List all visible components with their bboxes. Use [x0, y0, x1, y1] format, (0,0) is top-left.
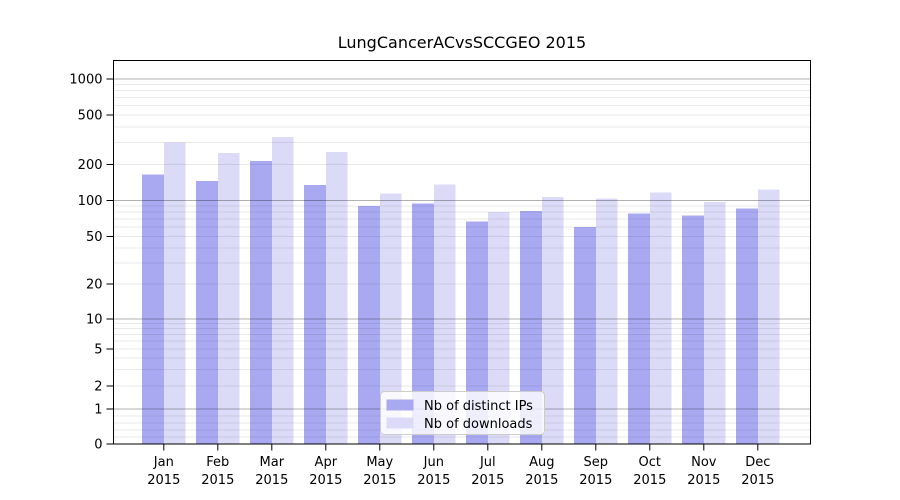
y-tick-label: 500	[78, 109, 103, 124]
y-tick-label: 200	[78, 158, 103, 173]
x-tick-label-month: Dec	[745, 455, 770, 470]
bar-downloads-jan	[163, 142, 186, 444]
bar-distinct-ips-jan	[142, 174, 164, 444]
bar-distinct-ips-sep	[574, 227, 596, 444]
y-tick-label: 50	[86, 230, 103, 245]
x-tick-label-month: Aug	[529, 455, 554, 470]
bars-group	[142, 136, 780, 445]
x-tick-label-month: Nov	[691, 455, 717, 470]
x-tick-label-year: 2015	[417, 473, 450, 488]
y-tick-label: 10	[86, 313, 103, 328]
bar-downloads-sep	[595, 198, 618, 444]
bar-downloads-apr	[325, 152, 348, 444]
gridlines-group	[113, 78, 811, 438]
x-tick-label-year: 2015	[525, 473, 558, 488]
bar-downloads-oct	[649, 192, 672, 444]
bar-downloads-may	[379, 193, 402, 444]
x-tick-label-month: Jul	[479, 455, 496, 470]
y-tick-label: 5	[94, 343, 102, 358]
bar-distinct-ips-oct	[628, 213, 650, 444]
bar-downloads-aug	[541, 197, 564, 444]
y-tick-label: 0	[94, 438, 102, 453]
plot-border	[113, 60, 811, 445]
legend-label-distinct-ips: Nb of distinct IPs	[424, 399, 533, 414]
x-tick-label-year: 2015	[255, 473, 288, 488]
bar-downloads-dec	[757, 189, 780, 444]
bar-distinct-ips-dec	[736, 208, 758, 444]
x-tick-label-year: 2015	[687, 473, 720, 488]
chart-title: LungCancerACvsSCCGEO 2015	[338, 33, 586, 52]
legend-box	[380, 391, 545, 435]
legend-swatch-distinct-ips	[386, 399, 414, 411]
bar-distinct-ips-mar	[250, 161, 272, 444]
x-axis: Jan 2015 Feb 2015 Mar 2015 Apr 2015 May 2015 Jun 20…	[147, 444, 774, 488]
legend: Nb of distinct IPs Nb of downloads	[380, 391, 545, 435]
x-tick-label-year: 2015	[471, 473, 504, 488]
x-tick-label-month: Mar	[260, 455, 285, 470]
bar-distinct-ips-jun	[412, 203, 434, 444]
x-tick-label-year: 2015	[201, 473, 234, 488]
x-tick-label-month: Feb	[206, 455, 229, 470]
bar-distinct-ips-jul	[466, 221, 488, 444]
x-tick-label-year: 2015	[147, 473, 180, 488]
x-tick-label-month: Oct	[639, 455, 661, 470]
legend-swatch-downloads	[386, 417, 414, 429]
y-tick-label: 2	[94, 380, 102, 395]
bar-distinct-ips-aug	[520, 210, 542, 444]
y-tick-label: 1	[94, 403, 102, 418]
x-tick-label-year: 2015	[741, 473, 774, 488]
bar-distinct-ips-apr	[304, 184, 326, 444]
bar-distinct-ips-nov	[682, 215, 704, 444]
bar-downloads-nov	[703, 202, 726, 444]
bar-distinct-ips-may	[358, 206, 380, 444]
x-tick-label-month: May	[366, 455, 393, 470]
legend-label-downloads: Nb of downloads	[424, 417, 533, 432]
x-tick-label-month: Jan	[153, 455, 174, 470]
bar-downloads-jun	[433, 184, 456, 444]
x-tick-label-year: 2015	[309, 473, 342, 488]
x-tick-label-year: 2015	[363, 473, 396, 488]
y-axis: 0 1 2 5 10 20 50 100 200 500 1000	[69, 73, 114, 453]
x-tick-label-year: 2015	[633, 473, 666, 488]
bar-downloads-feb	[217, 152, 240, 444]
x-tick-label-month: Jun	[423, 455, 444, 470]
x-tick-label-month: Sep	[584, 455, 609, 470]
x-tick-label-month: Apr	[315, 455, 338, 470]
x-tick-label-year: 2015	[579, 473, 612, 488]
y-tick-label: 1000	[69, 73, 102, 88]
bar-distinct-ips-feb	[196, 180, 218, 445]
y-tick-label: 20	[86, 278, 103, 293]
bar-downloads-jul	[487, 212, 510, 444]
y-tick-label: 100	[78, 194, 103, 209]
bar-downloads-mar	[271, 136, 294, 445]
